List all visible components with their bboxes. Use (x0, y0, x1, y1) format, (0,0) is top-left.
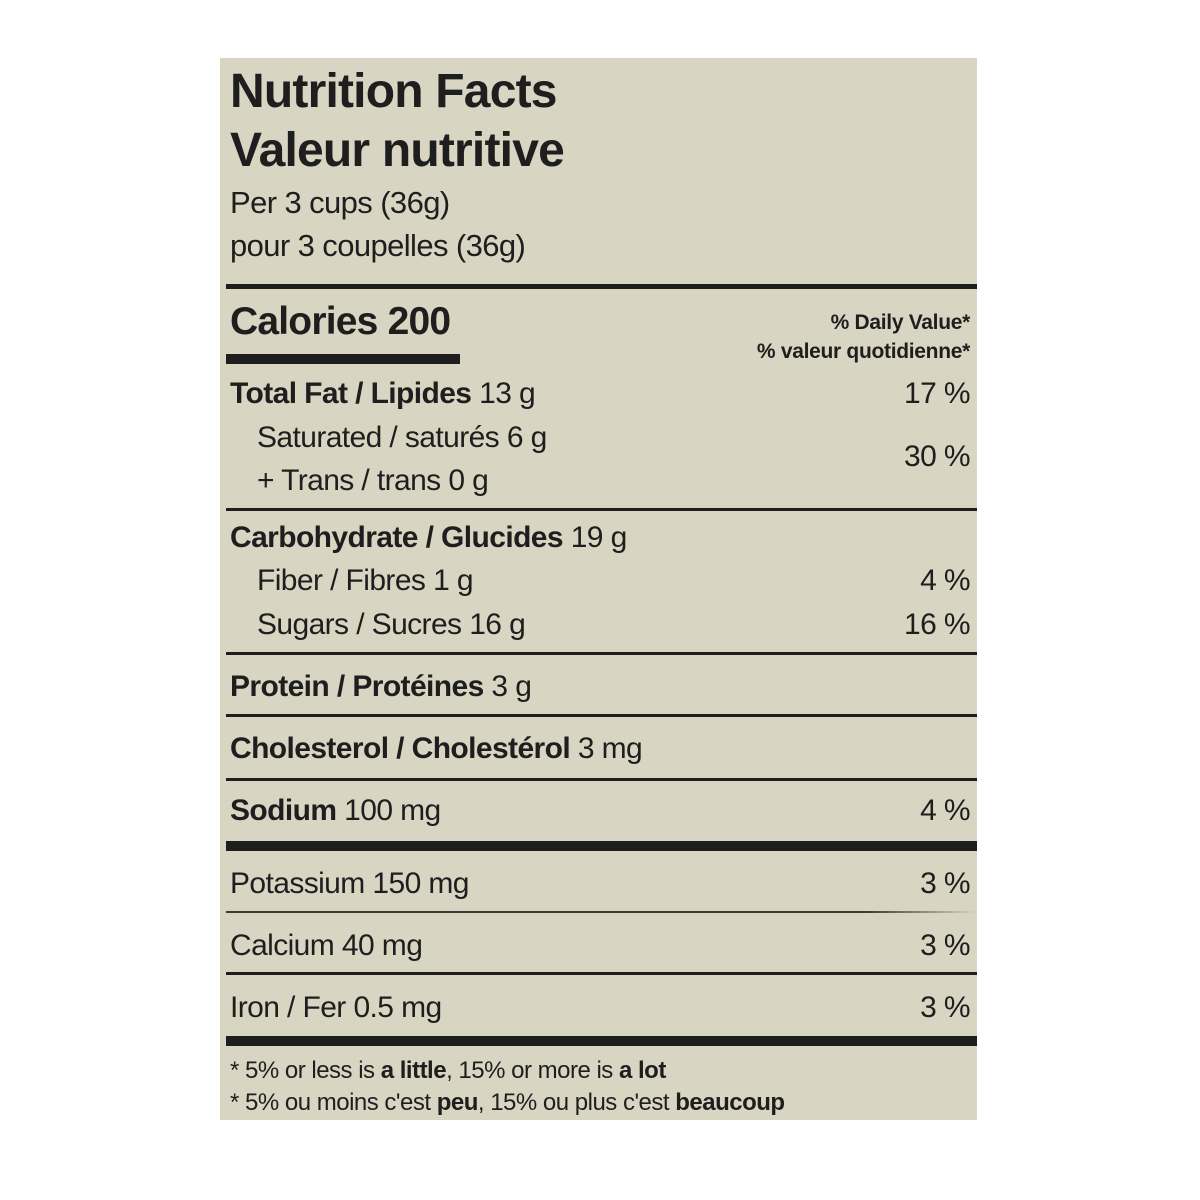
footnote-en: * 5% or less is a little, 15% or more is… (230, 1057, 666, 1084)
carbohydrate-row: Carbohydrate / Glucides 19 g (230, 521, 627, 554)
sugars-row: Sugars / Sucres 16 g (257, 608, 526, 641)
total-fat-row: Total Fat / Lipides 13 g (230, 377, 536, 410)
sodium-row: Sodium 100 mg (230, 794, 441, 827)
sodium-dv: 4 % (920, 794, 971, 827)
total-fat-dv: 17 % (904, 377, 971, 410)
sat-trans-dv: 30 % (904, 440, 971, 473)
cholesterol-row: Cholesterol / Cholestérol 3 mg (230, 732, 643, 765)
calcium-row: Calcium 40 mg (230, 929, 423, 962)
title-fr: Valeur nutritive (230, 124, 565, 177)
serving-size-fr: pour 3 coupelles (36g) (230, 228, 526, 263)
calories-bar (226, 354, 460, 364)
divider (226, 652, 977, 655)
potassium-row: Potassium 150 mg (230, 867, 469, 900)
dv-header-en: % Daily Value* (830, 311, 971, 334)
thick-divider (226, 841, 977, 851)
fiber-dv: 4 % (920, 564, 971, 597)
footnote-fr: * 5% ou moins c'est peu, 15% ou plus c'e… (230, 1089, 785, 1116)
divider (226, 508, 977, 511)
calories-label: Calories (230, 300, 378, 343)
saturated-row: Saturated / saturés 6 g (257, 421, 547, 454)
potassium-dv: 3 % (920, 867, 971, 900)
fiber-row: Fiber / Fibres 1 g (257, 564, 474, 597)
iron-dv: 3 % (920, 991, 971, 1024)
divider (226, 714, 977, 717)
dv-header-fr: % valeur quotidienne* (756, 340, 970, 363)
calories: Calories 200 (230, 300, 451, 343)
title-en: Nutrition Facts (230, 65, 557, 118)
calories-value: 200 (387, 300, 451, 343)
sugars-dv: 16 % (904, 608, 971, 641)
divider (226, 972, 977, 975)
divider (226, 911, 977, 913)
trans-row: + Trans / trans 0 g (257, 464, 489, 497)
calcium-dv: 3 % (920, 929, 971, 962)
iron-row: Iron / Fer 0.5 mg (230, 991, 442, 1024)
thick-divider (226, 1036, 977, 1046)
serving-size-en: Per 3 cups (36g) (230, 185, 450, 220)
thick-divider (226, 284, 977, 289)
divider (226, 778, 977, 781)
protein-row: Protein / Protéines 3 g (230, 670, 532, 703)
nutrition-facts-label: Nutrition Facts Valeur nutritive Per 3 c… (220, 58, 977, 1120)
